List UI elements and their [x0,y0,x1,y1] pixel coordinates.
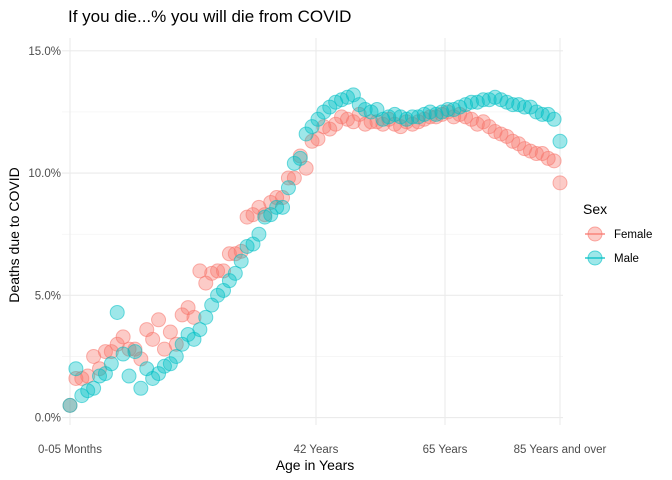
legend-label: Female [614,229,652,241]
x-tick-label: 85 Years and over [514,444,607,456]
point-male [198,309,214,325]
point-male [292,150,308,166]
point-male [322,99,338,115]
point-male [440,102,456,118]
point-male [522,99,538,115]
point-female [511,136,527,152]
y-axis-ticks: 0.0% 5.0% 10.0% 15.0% [28,46,61,425]
y-tick-label: 0.0% [35,413,61,425]
point-male [552,133,568,149]
point-male [86,380,102,396]
x-tick-label: 0-05 Months [38,444,102,456]
point-male [546,111,562,127]
point-female [97,344,113,360]
point-female [499,128,515,144]
point-female [210,263,226,279]
point-male [192,322,208,338]
point-male [505,97,521,113]
series-female [62,104,568,413]
point-female [546,153,562,169]
point-female [534,146,550,162]
point-male [286,155,302,171]
point-female [145,331,161,347]
y-tick-label: 5.0% [35,290,61,302]
legend-item-female: Female [585,226,652,242]
point-male [74,388,90,404]
point-male [269,199,285,215]
point-male [121,368,137,384]
point-female [115,329,131,345]
y-tick-label: 10.0% [28,168,61,180]
point-male [109,304,125,320]
point-male [133,380,149,396]
point-male [145,370,161,386]
point-male [68,361,84,377]
point-male [280,180,296,196]
legend-key-point [587,226,603,242]
point-male [127,344,143,360]
point-female [192,263,208,279]
point-female [221,246,237,262]
point-female [186,309,202,325]
point-male [168,348,184,364]
x-tick-label: 42 Years [294,444,339,456]
point-female [552,175,568,191]
point-female [481,119,497,135]
point-male [62,397,78,413]
grid [62,38,563,425]
x-tick-label: 65 Years [423,444,468,456]
point-male [351,97,367,113]
x-axis-ticks: 0-05 Months 42 Years 65 Years 85 Years and … [38,444,606,456]
point-male [233,253,249,269]
y-tick-label: 15.0% [28,46,61,58]
point-male [115,346,131,362]
point-male [251,226,267,242]
x-axis-title: Age in Years [276,457,355,473]
point-male [227,265,243,281]
point-male [316,104,332,120]
point-female [168,336,184,352]
point-female [80,368,96,384]
point-female [162,324,178,340]
legend-key-point [587,250,603,266]
point-male [463,94,479,110]
legend-label: Male [614,253,639,265]
y-axis-title: Deaths due to COVID [6,167,22,302]
legend-item-male: Male [585,250,639,266]
point-female [475,114,491,130]
series-male [62,87,568,413]
chart-title: If you die...% you will die from COVID [68,7,351,26]
point-male [103,356,119,372]
point-male [475,92,491,108]
point-female [151,312,167,328]
point-male [540,106,556,122]
point-female [322,121,338,137]
point-male [210,287,226,303]
point-male [275,199,291,215]
point-female [463,111,479,127]
point-male [404,109,420,125]
legend: Sex Female Male [583,201,652,266]
legend-title: Sex [583,201,607,217]
